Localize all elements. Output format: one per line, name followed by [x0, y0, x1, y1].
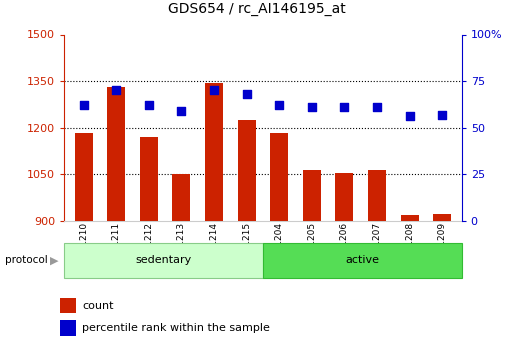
- Text: ▶: ▶: [50, 256, 58, 265]
- Text: protocol: protocol: [5, 256, 48, 265]
- Point: [80, 102, 88, 108]
- Text: count: count: [82, 301, 113, 311]
- Bar: [172, 174, 190, 221]
- Point: [243, 91, 251, 97]
- Point: [438, 112, 446, 117]
- Bar: [238, 120, 255, 221]
- Point: [405, 114, 413, 119]
- Bar: [336, 173, 353, 221]
- Text: sedentary: sedentary: [135, 256, 192, 265]
- Bar: [75, 133, 93, 221]
- Point: [373, 105, 381, 110]
- Bar: [303, 170, 321, 221]
- Text: percentile rank within the sample: percentile rank within the sample: [82, 323, 270, 333]
- Point: [112, 88, 121, 93]
- Point: [275, 102, 283, 108]
- Point: [177, 108, 186, 114]
- Text: GDS654 / rc_AI146195_at: GDS654 / rc_AI146195_at: [168, 2, 345, 16]
- Point: [308, 105, 316, 110]
- Bar: [433, 214, 451, 221]
- Point: [145, 102, 153, 108]
- Bar: [368, 170, 386, 221]
- Point: [340, 105, 348, 110]
- Bar: [140, 137, 158, 221]
- Bar: [263, 243, 462, 278]
- Bar: [270, 133, 288, 221]
- Bar: [61, 320, 76, 336]
- Bar: [205, 82, 223, 221]
- Bar: [107, 87, 125, 221]
- Point: [210, 88, 218, 93]
- Bar: [64, 243, 263, 278]
- Bar: [61, 298, 76, 313]
- Bar: [401, 215, 419, 221]
- Text: active: active: [345, 256, 379, 265]
